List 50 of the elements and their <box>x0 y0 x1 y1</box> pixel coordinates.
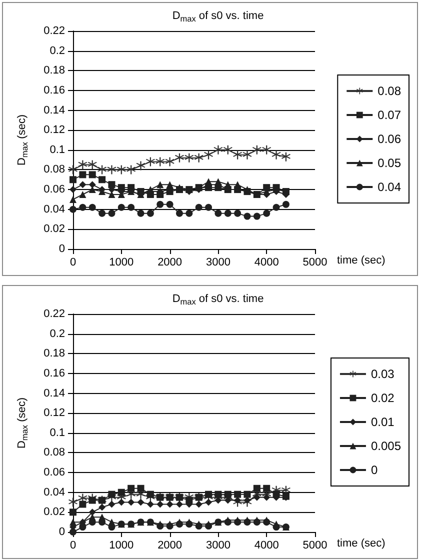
x-tick-label: 3000 <box>206 540 230 552</box>
legend-label: 0.07 <box>378 108 402 122</box>
legend-label: 0.04 <box>378 180 402 194</box>
legend-label: 0.08 <box>378 84 402 98</box>
legend-label: 0.03 <box>370 367 395 381</box>
x-tick-label: 4000 <box>254 256 279 268</box>
x-tick-label: 1000 <box>109 256 134 268</box>
y-tick-label: 0.22 <box>44 308 65 320</box>
x-axis-title: time (sec) <box>337 538 386 550</box>
y-tick-label: 0.04 <box>44 486 65 498</box>
y-tick-label: 0.02 <box>44 223 65 236</box>
y-axis-title: Dmax (sec) <box>16 114 30 166</box>
y-tick-label: 0.06 <box>44 184 65 196</box>
y-tick-label: 0.12 <box>44 407 65 420</box>
x-tick-label: 2000 <box>158 256 182 268</box>
x-tick-label: 5000 <box>302 256 328 268</box>
legend-label: 0 <box>370 463 378 477</box>
y-tick-label: 0.16 <box>44 367 65 380</box>
legend-label: 0.02 <box>370 391 395 405</box>
y-tick-label: 0.08 <box>44 164 65 176</box>
y-tick-label: 0 <box>58 243 65 255</box>
legend-label: 0.06 <box>378 132 402 146</box>
x-axis-title: time (sec) <box>337 254 386 266</box>
y-tick-label: 0.02 <box>44 506 65 518</box>
y-tick-label: 0 <box>58 526 65 538</box>
y-tick-label: 0.16 <box>44 84 65 96</box>
y-axis-title: Dmax (sec) <box>16 397 30 449</box>
x-tick-label: 2000 <box>158 540 182 552</box>
x-tick-label: 1000 <box>109 540 134 552</box>
y-tick-label: 0.18 <box>44 348 65 360</box>
y-tick-label: 0.14 <box>44 387 65 400</box>
x-tick-label: 0 <box>70 540 76 552</box>
y-tick-label: 0.2 <box>50 44 65 57</box>
y-tick-label: 0.08 <box>44 446 65 459</box>
y-tick-label: 0.14 <box>44 104 65 116</box>
y-tick-label: 0.2 <box>50 328 65 340</box>
legend-label: 0.005 <box>370 439 402 453</box>
x-tick-label: 5000 <box>302 540 328 552</box>
y-tick-label: 0.18 <box>44 64 65 77</box>
y-tick-label: 0.22 <box>44 25 65 37</box>
y-tick-label: 0.1 <box>50 426 65 439</box>
x-tick-label: 3000 <box>206 256 230 268</box>
y-tick-label: 0.04 <box>44 203 65 216</box>
x-tick-label: 0 <box>70 256 76 268</box>
y-tick-label: 0.1 <box>50 144 65 156</box>
y-tick-label: 0.06 <box>44 466 65 479</box>
x-tick-label: 4000 <box>254 540 279 552</box>
legend-label: 0.01 <box>370 415 395 429</box>
legend-label: 0.05 <box>378 156 402 170</box>
y-tick-label: 0.12 <box>44 124 65 136</box>
